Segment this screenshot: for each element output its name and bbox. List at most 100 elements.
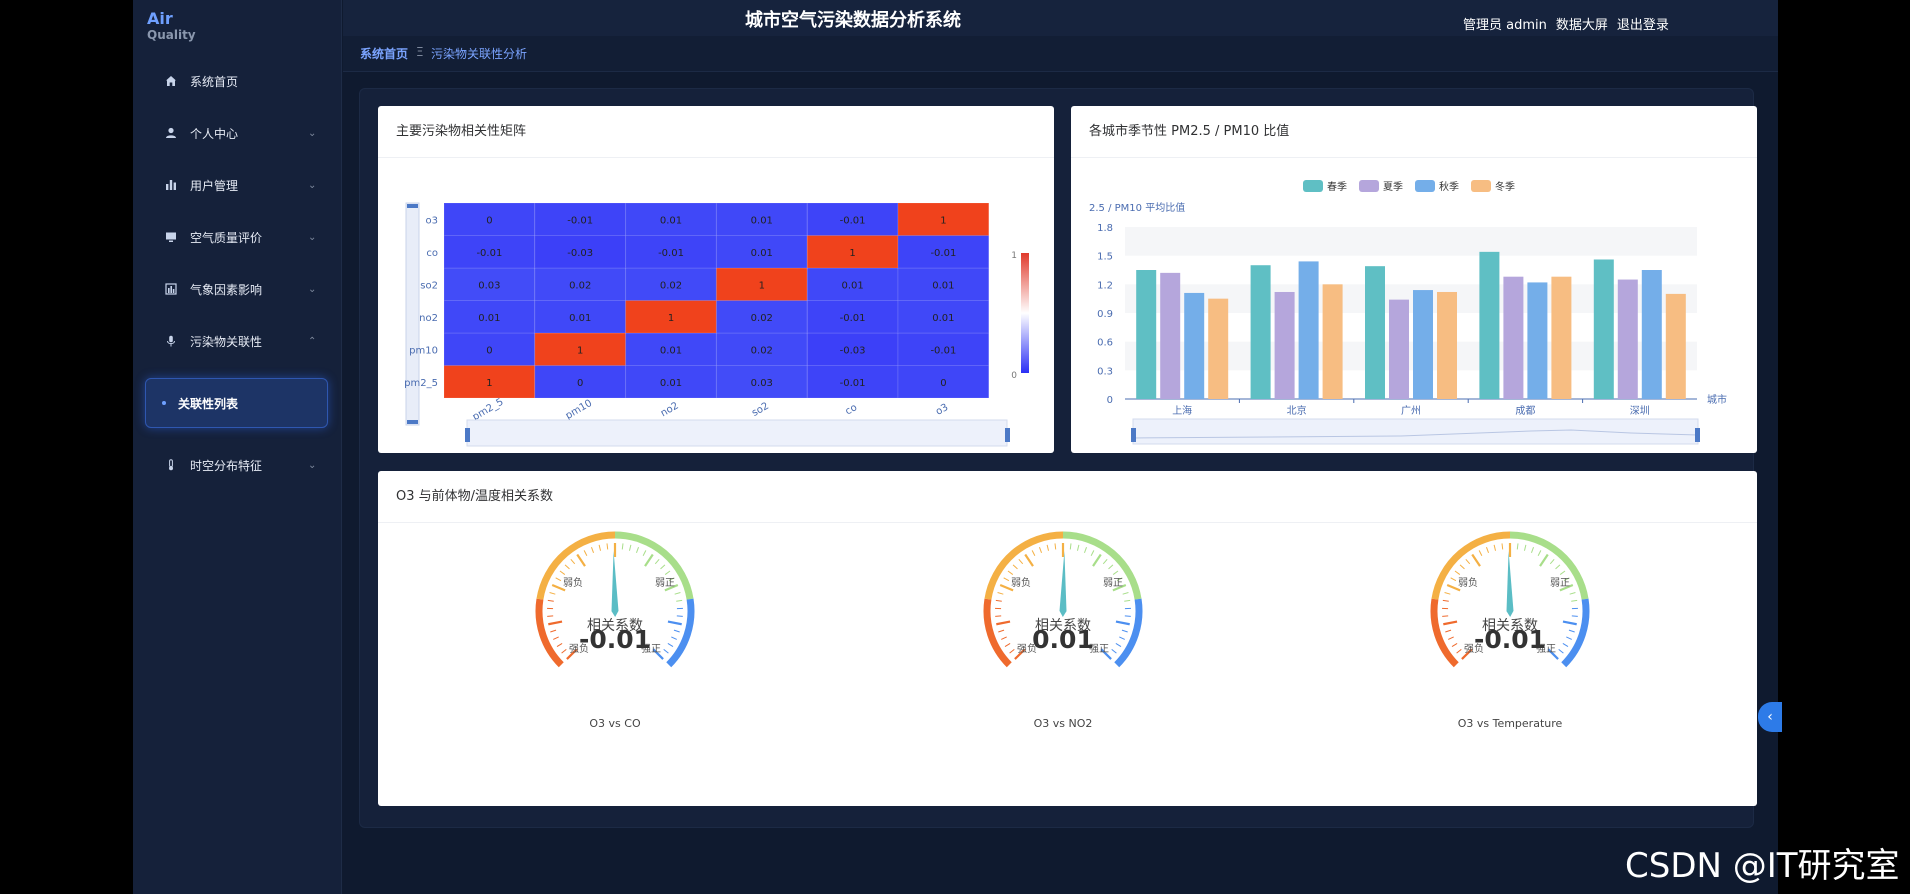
- y-tick-label: 0: [1107, 395, 1113, 406]
- sidebar-item-label: 个人中心: [190, 126, 239, 141]
- gauge-tick: [1007, 570, 1014, 575]
- card-divider: [378, 522, 1757, 523]
- gauge-tick: [566, 648, 578, 660]
- gauge-arc-segment: [1561, 598, 1590, 668]
- breadcrumb-home[interactable]: 系统首页: [360, 47, 409, 61]
- x-axis-label: 城市: [1707, 393, 1727, 406]
- gauge-tick: [1569, 592, 1576, 595]
- heatmap-cell-label: 0.03: [478, 280, 500, 291]
- sidebar-item-profile[interactable]: 个人中心 ⌄: [133, 113, 342, 153]
- heatmap-cell: [443, 202, 536, 236]
- gauge-needle: [1506, 551, 1514, 617]
- sidebar-item-weather[interactable]: 气象因素影响 ⌄: [133, 269, 342, 309]
- gauge-tick: [564, 564, 570, 570]
- y-tick-label: 0.3: [1097, 366, 1113, 377]
- bar: [1208, 298, 1229, 399]
- x-zoom-handle: [1005, 428, 1010, 442]
- sidebar-item-spatiotemporal[interactable]: 时空分布特征 ⌄: [133, 445, 342, 485]
- x-zoom-track: [1132, 418, 1699, 445]
- sidebar-item-pollutant-correlation[interactable]: 污染物关联性 ⌃: [133, 321, 342, 361]
- sidebar-subitem-correlation-list[interactable]: 关联性列表: [145, 378, 328, 428]
- x-zoom-handle: [1695, 428, 1700, 442]
- gauge-zone-label: 强正: [1089, 643, 1109, 655]
- y-tick-label: pm2_5: [404, 378, 438, 389]
- gauge-tick: [996, 620, 1011, 626]
- bar: [1389, 299, 1409, 399]
- heatmap-cell-label: 0: [577, 378, 583, 389]
- chevron-left-icon: ‹: [1767, 709, 1773, 725]
- heatmap-cell-label: 0.01: [660, 345, 682, 356]
- x-zoom-handle: [465, 428, 470, 442]
- gauge-tick: [642, 550, 647, 556]
- gauge-zone-label: 强正: [641, 643, 661, 655]
- y-tick-label: pm10: [409, 345, 438, 356]
- gauge-tick: [1121, 629, 1128, 633]
- bar: [1322, 284, 1343, 399]
- bar: [1617, 279, 1638, 399]
- heatmap-cell-label: 1: [849, 248, 855, 259]
- gauge-tick: [668, 577, 675, 582]
- gauge-tick: [1038, 547, 1043, 554]
- gauge-tick: [664, 570, 671, 575]
- legend-label: 夏季: [1383, 181, 1403, 193]
- gauge-tick: [1116, 577, 1123, 582]
- gauge-tick: [570, 558, 576, 565]
- sidebar-item-users[interactable]: 用户管理 ⌄: [133, 165, 342, 205]
- gauge-tick: [1446, 583, 1461, 592]
- gauge-tick: [1442, 599, 1449, 602]
- bar: [1479, 251, 1500, 399]
- heatmap-cell: [534, 300, 627, 334]
- heatmap-chart: 1 0 0.01 0.03 -0.01 0 0 1 0.01 0.02 -0.03 -0.01 0.01…: [404, 202, 1029, 447]
- gauge-tick: [676, 599, 683, 602]
- gauge-tick: [547, 599, 554, 602]
- gauge-tick: [1031, 550, 1036, 556]
- gauge-tick: [1523, 544, 1527, 551]
- gauge-center-text: 相关系数: [1482, 618, 1538, 634]
- heatmap-card-title: 主要污染物相关性矩阵: [396, 124, 527, 139]
- heatmap-cell: [715, 300, 808, 334]
- gauge-center-text: 相关系数: [1035, 618, 1091, 634]
- gauge-tick: [1516, 543, 1519, 550]
- gauge-tick: [1443, 620, 1458, 626]
- logout-link[interactable]: 退出登录: [1616, 18, 1669, 33]
- gauge-tick: [1090, 550, 1095, 556]
- gauge-tick: [583, 550, 588, 556]
- gauge-tick: [1100, 648, 1112, 660]
- dashboard-link[interactable]: 数据大屏: [1555, 18, 1608, 33]
- gauge-tick: [1112, 570, 1119, 575]
- gauge-zone-label: 强正: [1536, 643, 1556, 655]
- admin-link[interactable]: 管理员 admin: [1463, 18, 1547, 33]
- chevron-down-icon: ⌄: [308, 127, 317, 139]
- gauge-tick: [674, 592, 681, 595]
- chevron-down-icon: ⌄: [308, 459, 317, 471]
- gauge-tick: [999, 583, 1014, 592]
- heatmap-cell-label: -0.01: [840, 313, 866, 324]
- heatmap-cell: [806, 332, 899, 366]
- bullet-icon: [162, 401, 166, 405]
- heatmap-cell: [625, 202, 717, 236]
- card-divider: [1071, 157, 1757, 158]
- gauge-tick: [1014, 648, 1026, 660]
- sidebar-item-label: 空气质量评价: [190, 230, 263, 245]
- heatmap-cell-label: 0.01: [478, 313, 500, 324]
- gauge-tick: [1003, 577, 1010, 582]
- heatmap-cell-label: -0.01: [930, 248, 956, 259]
- gauge-tick: [1111, 648, 1117, 654]
- card-divider: [378, 157, 1054, 158]
- x-tick-label: 上海: [1172, 404, 1192, 417]
- microphone-icon: [164, 334, 178, 348]
- gauge-tick: [598, 544, 602, 551]
- y-tick-label: 1.2: [1097, 280, 1113, 291]
- gauge-tick: [673, 629, 680, 633]
- logo-line1: Air: [147, 9, 173, 28]
- bar-card-title: 各城市季节性 PM2.5 / PM10 比值: [1089, 124, 1290, 139]
- collapse-panel-button[interactable]: ‹: [1758, 702, 1782, 732]
- heatmap-cell-label: -0.03: [840, 345, 866, 356]
- gauge-arc-segment: [536, 531, 616, 600]
- gauge-tick: [1009, 648, 1015, 654]
- sidebar-item-air-quality[interactable]: 空气质量评价 ⌄: [133, 217, 342, 257]
- gauge-tick: [1083, 547, 1088, 554]
- sidebar-item-home[interactable]: 系统首页: [133, 61, 342, 101]
- sidebar-item-label: 用户管理: [190, 178, 239, 193]
